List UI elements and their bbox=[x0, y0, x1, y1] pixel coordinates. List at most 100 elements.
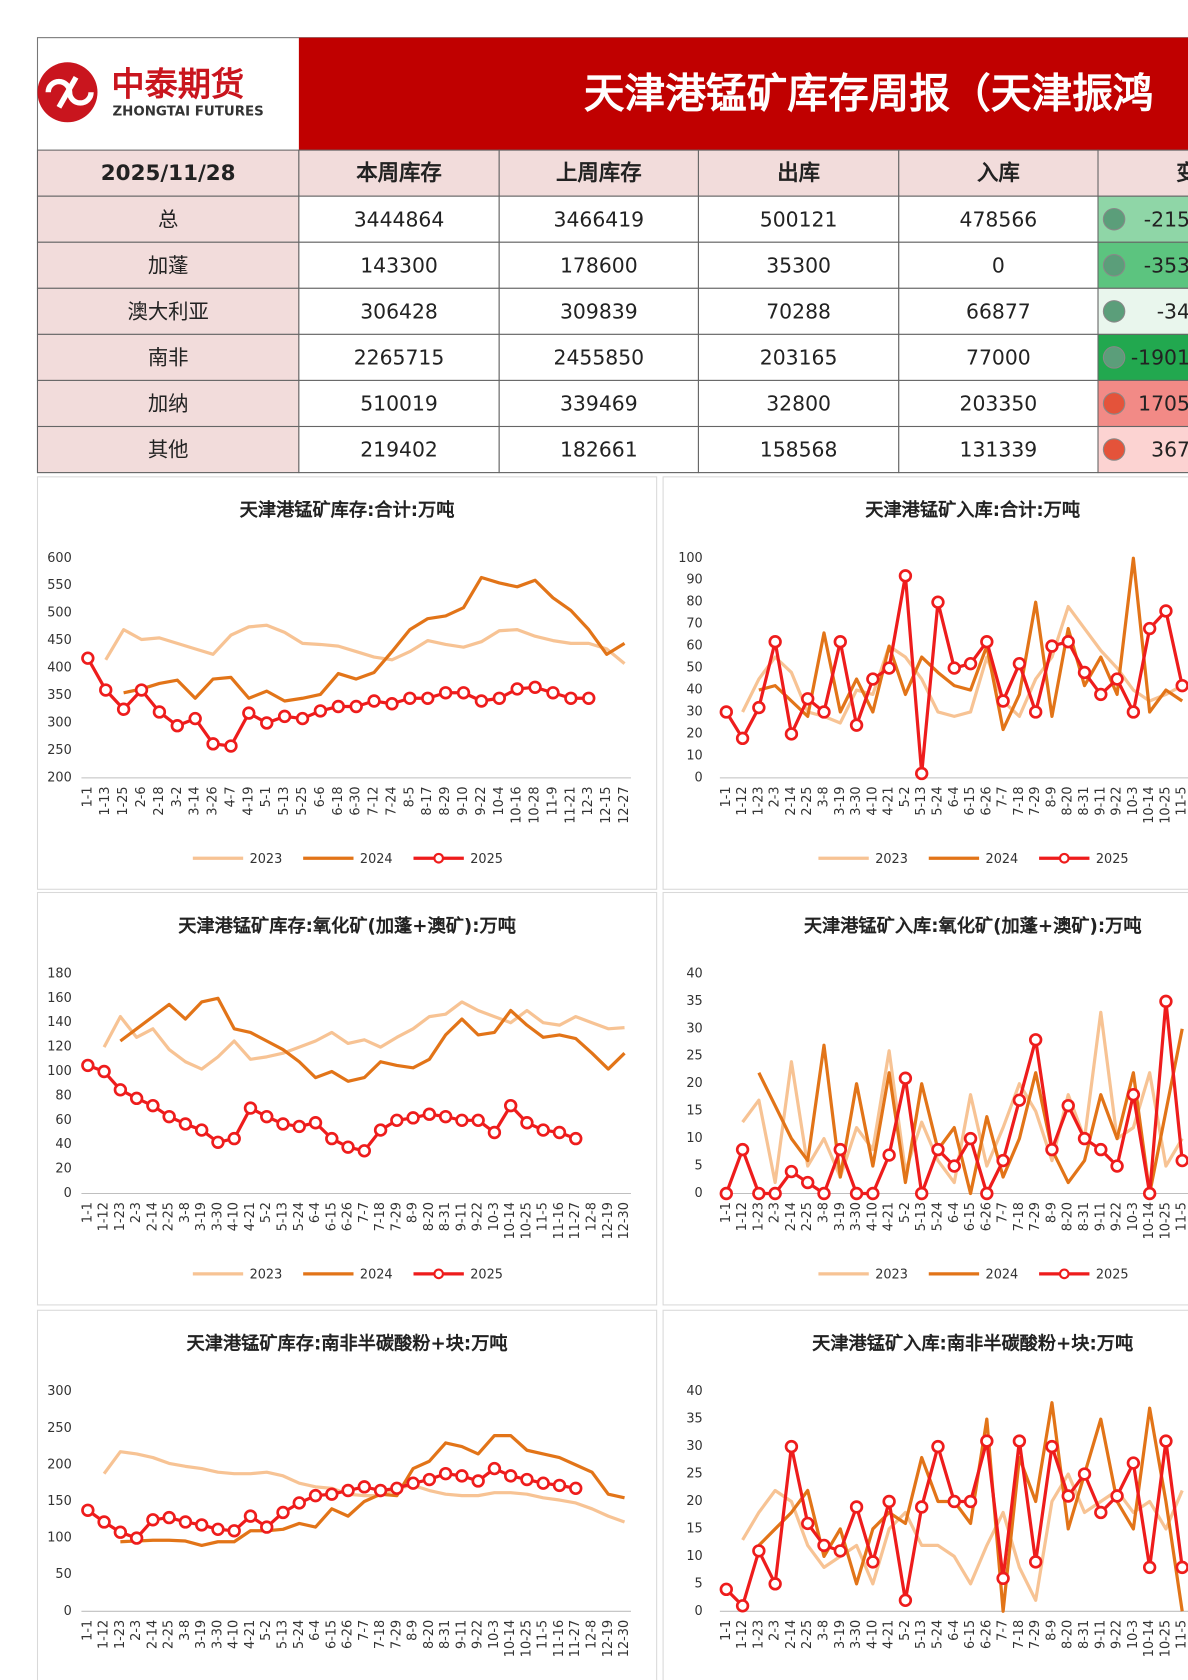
data-point bbox=[582, 691, 596, 705]
y-tick-label: 25 bbox=[686, 1467, 702, 1482]
y-tick-label: 10 bbox=[686, 1131, 702, 1146]
table-cell-text: 510019 bbox=[360, 392, 438, 416]
y-tick-label: 90 bbox=[686, 573, 702, 588]
x-tick-label: 5-24 bbox=[930, 1620, 945, 1649]
x-tick-label: 7-7 bbox=[357, 1620, 372, 1641]
x-tick-label: 9-22 bbox=[474, 786, 489, 815]
x-tick-label: 6-26 bbox=[979, 1202, 994, 1231]
table-cell bbox=[898, 425, 1099, 474]
data-point bbox=[898, 1593, 913, 1608]
x-tick-label: 8-31 bbox=[438, 1620, 453, 1649]
x-tick-label: 4-10 bbox=[865, 1202, 880, 1231]
x-tick-label: 10-25 bbox=[519, 1202, 534, 1239]
data-point bbox=[292, 1496, 306, 1510]
x-tick-label: 2-3 bbox=[768, 786, 783, 807]
data-point bbox=[817, 705, 831, 719]
x-tick-label: 11-5 bbox=[1175, 786, 1188, 815]
x-tick-label: 1-1 bbox=[719, 1202, 734, 1223]
data-point bbox=[487, 1461, 502, 1476]
x-tick-label: 2-3 bbox=[768, 1202, 783, 1223]
x-tick-label: 4-7 bbox=[223, 786, 238, 807]
x-tick-label: 4-10 bbox=[227, 1202, 242, 1231]
x-tick-label: 10-3 bbox=[1126, 1202, 1141, 1231]
data-point bbox=[1061, 1098, 1075, 1113]
data-point bbox=[833, 635, 847, 649]
y-tick-label: 40 bbox=[55, 1137, 71, 1152]
x-tick-label: 5-24 bbox=[930, 1202, 945, 1231]
x-tick-label: 2-3 bbox=[768, 1620, 783, 1641]
x-tick-label: 7-7 bbox=[357, 1202, 372, 1223]
data-point bbox=[81, 1058, 95, 1073]
x-tick-label: 10-4 bbox=[492, 786, 507, 815]
table-cell-text: 306428 bbox=[360, 299, 438, 323]
x-tick-label: 8-31 bbox=[438, 1202, 453, 1231]
data-point bbox=[768, 1186, 782, 1201]
data-point bbox=[178, 1515, 193, 1529]
x-tick-label: 11-5 bbox=[1175, 1202, 1188, 1231]
x-tick-label: 2-25 bbox=[162, 1202, 177, 1231]
chart-panel bbox=[36, 476, 658, 890]
y-tick-label: 5 bbox=[695, 1576, 703, 1591]
logo-subname: ZHONGTAI FUTURES bbox=[112, 105, 263, 120]
y-tick-label: 0 bbox=[695, 1604, 703, 1619]
table-cell bbox=[898, 241, 1099, 289]
x-tick-label: 1-23 bbox=[113, 1620, 128, 1649]
y-tick-label: 500 bbox=[47, 606, 72, 621]
y-tick-label: 0 bbox=[64, 1604, 72, 1619]
x-tick-label: 1-12 bbox=[97, 1202, 112, 1231]
data-point bbox=[947, 1159, 961, 1173]
table-cell-text: 32800 bbox=[766, 392, 831, 416]
x-tick-label: 11-27 bbox=[568, 1620, 583, 1657]
data-point bbox=[833, 1544, 847, 1558]
y-tick-label: 450 bbox=[47, 633, 72, 648]
x-tick-label: 6-26 bbox=[979, 1620, 994, 1649]
data-point bbox=[503, 1098, 518, 1113]
data-point bbox=[503, 1469, 518, 1483]
x-tick-label: 4-21 bbox=[882, 1202, 897, 1231]
data-point bbox=[552, 1125, 567, 1140]
data-point bbox=[438, 1109, 453, 1124]
data-point bbox=[456, 686, 471, 700]
data-point bbox=[390, 1113, 404, 1128]
x-tick-label: 9-10 bbox=[456, 786, 471, 815]
y-tick-label: 30 bbox=[686, 1021, 702, 1036]
x-tick-label: 10-14 bbox=[503, 1620, 518, 1657]
data-point bbox=[849, 718, 864, 732]
data-point bbox=[97, 1064, 111, 1079]
data-point bbox=[784, 727, 799, 741]
x-tick-label: 4-19 bbox=[241, 786, 256, 815]
y-tick-label: 400 bbox=[47, 661, 72, 676]
legend-label: 2024 bbox=[360, 1267, 393, 1282]
data-point bbox=[162, 1109, 176, 1124]
x-tick-label: 10-14 bbox=[503, 1202, 518, 1239]
legend-marker bbox=[433, 852, 445, 864]
x-tick-label: 6-15 bbox=[963, 1202, 978, 1231]
data-point bbox=[455, 1469, 469, 1483]
x-tick-label: 5-24 bbox=[930, 786, 945, 815]
data-point bbox=[224, 739, 238, 753]
data-point bbox=[81, 1503, 95, 1517]
table-cell bbox=[898, 333, 1099, 381]
x-tick-label: 1-1 bbox=[80, 1620, 95, 1641]
data-point bbox=[882, 661, 896, 675]
x-tick-label: 6-15 bbox=[324, 1620, 339, 1649]
y-tick-label: 20 bbox=[55, 1162, 71, 1177]
x-tick-label: 7-18 bbox=[373, 1202, 388, 1231]
data-point bbox=[768, 1577, 782, 1591]
data-point bbox=[849, 1186, 864, 1201]
x-tick-label: 6-15 bbox=[963, 786, 978, 815]
x-tick-label: 3-19 bbox=[194, 1202, 209, 1231]
data-point bbox=[735, 1599, 750, 1613]
column-header: 上周库存 bbox=[556, 160, 642, 186]
data-point bbox=[784, 1439, 799, 1454]
data-point bbox=[341, 1483, 355, 1498]
x-tick-label: 3-19 bbox=[833, 786, 848, 815]
data-point bbox=[1110, 672, 1124, 686]
y-tick-label: 40 bbox=[686, 966, 702, 981]
table-cell-text: 131339 bbox=[960, 438, 1038, 462]
x-tick-label: 6-4 bbox=[308, 1620, 323, 1641]
table-cell-text: 77000 bbox=[966, 345, 1031, 369]
data-point bbox=[373, 1123, 388, 1137]
x-tick-label: 7-29 bbox=[1028, 786, 1043, 815]
table-cell bbox=[898, 195, 1099, 243]
